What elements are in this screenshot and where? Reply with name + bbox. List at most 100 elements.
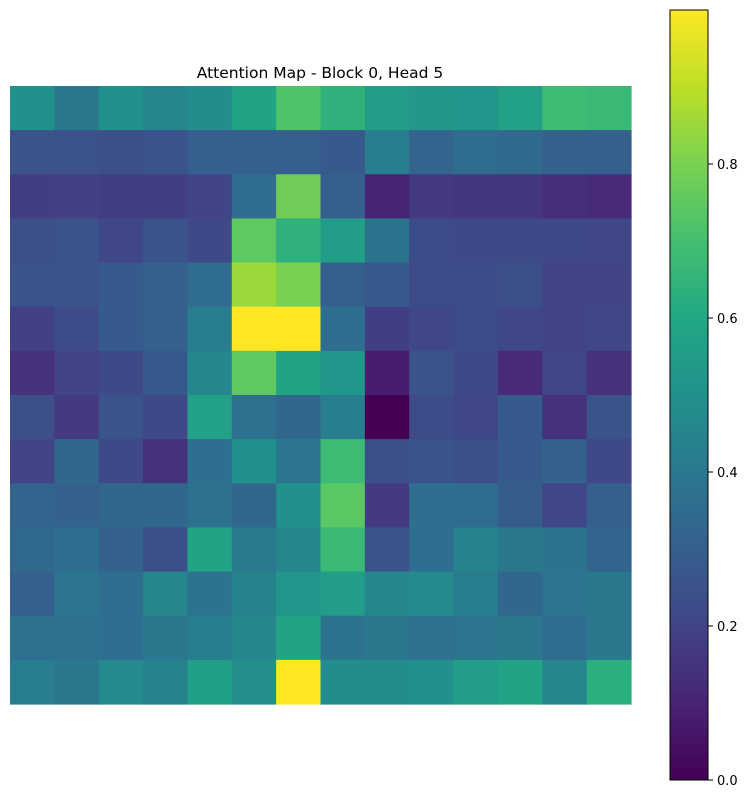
heatmap-cell-r13-c4 bbox=[187, 659, 233, 705]
heatmap-cell-r13-c6 bbox=[276, 659, 322, 705]
heatmap-cell-r4-c11 bbox=[497, 262, 543, 308]
heatmap-cell-r7-c8 bbox=[364, 395, 410, 440]
heatmap-cell-r9-c13 bbox=[586, 483, 632, 529]
heatmap-cell-r13-c5 bbox=[231, 659, 277, 705]
heatmap-cell-r0-c12 bbox=[542, 86, 588, 131]
heatmap-cell-r9-c8 bbox=[364, 483, 410, 529]
heatmap-cell-r13-c12 bbox=[542, 659, 588, 705]
heatmap-cell-r2-c7 bbox=[320, 174, 366, 220]
heatmap-cell-r13-c9 bbox=[409, 659, 455, 705]
heatmap-cell-r8-c13 bbox=[586, 439, 632, 484]
heatmap-cell-r7-c2 bbox=[98, 395, 144, 440]
heatmap-cell-r5-c7 bbox=[320, 306, 366, 352]
heatmap-cell-r11-c9 bbox=[409, 571, 455, 617]
heatmap-cell-r0-c11 bbox=[497, 86, 543, 131]
heatmap-cell-r12-c6 bbox=[276, 615, 322, 661]
heatmap-cell-r5-c3 bbox=[143, 306, 189, 352]
heatmap-cell-r2-c8 bbox=[364, 174, 410, 220]
heatmap-cell-r4-c7 bbox=[320, 262, 366, 308]
colorbar-tick-label: 0.4 bbox=[717, 466, 738, 481]
heatmap-cell-r11-c10 bbox=[453, 571, 499, 617]
colorbar: 0.0 0.2 0.4 0.6 0.8 bbox=[669, 9, 738, 789]
heatmap-cell-r2-c6 bbox=[276, 174, 322, 220]
heatmap-cell-r5-c10 bbox=[453, 306, 499, 352]
heatmap-cell-r0-c7 bbox=[320, 86, 366, 131]
heatmap-cell-r2-c1 bbox=[54, 174, 100, 220]
heatmap-cell-r11-c12 bbox=[542, 571, 588, 617]
heatmap-cell-r9-c7 bbox=[320, 483, 366, 529]
heatmap-cell-r13-c7 bbox=[320, 659, 366, 705]
heatmap-cell-r10-c12 bbox=[542, 527, 588, 573]
heatmap-cell-r13-c3 bbox=[143, 659, 189, 705]
heatmap-cell-r7-c12 bbox=[542, 395, 588, 440]
chart-title: Attention Map - Block 0, Head 5 bbox=[197, 64, 444, 82]
heatmap-cell-r0-c13 bbox=[586, 86, 632, 131]
heatmap-cell-r9-c0 bbox=[10, 483, 55, 529]
heatmap-cell-r4-c8 bbox=[364, 262, 410, 308]
heatmap-cell-r12-c13 bbox=[586, 615, 632, 661]
heatmap-cell-r2-c13 bbox=[586, 174, 632, 220]
heatmap-cell-r0-c9 bbox=[409, 86, 455, 131]
heatmap-cell-r11-c3 bbox=[143, 571, 189, 617]
heatmap-cell-r5-c0 bbox=[10, 306, 55, 352]
heatmap-cell-r6-c13 bbox=[586, 350, 632, 396]
heatmap-cell-r3-c12 bbox=[542, 218, 588, 264]
heatmap-cell-r10-c13 bbox=[586, 527, 632, 573]
heatmap-cell-r3-c7 bbox=[320, 218, 366, 264]
heatmap-cell-r1-c10 bbox=[453, 130, 499, 175]
heatmap-cell-r4-c13 bbox=[586, 262, 632, 308]
heatmap-cell-r1-c13 bbox=[586, 130, 632, 175]
heatmap-cell-r6-c8 bbox=[364, 350, 410, 396]
heatmap-cell-r6-c11 bbox=[497, 350, 543, 396]
heatmap-cell-r7-c9 bbox=[409, 395, 455, 440]
heatmap-cell-r11-c13 bbox=[586, 571, 632, 617]
heatmap-cell-r10-c10 bbox=[453, 527, 499, 573]
heatmap-cell-r11-c4 bbox=[187, 571, 233, 617]
heatmap-cell-r9-c5 bbox=[231, 483, 277, 529]
heatmap-cell-r10-c1 bbox=[54, 527, 100, 573]
heatmap-cell-r10-c7 bbox=[320, 527, 366, 573]
heatmap-cell-r9-c11 bbox=[497, 483, 543, 529]
heatmap-cell-r8-c9 bbox=[409, 439, 455, 484]
heatmap-cell-r6-c1 bbox=[54, 350, 100, 396]
heatmap-cell-r12-c12 bbox=[542, 615, 588, 661]
heatmap-cell-r0-c10 bbox=[453, 86, 499, 131]
heatmap-cell-r3-c9 bbox=[409, 218, 455, 264]
heatmap-cell-r0-c0 bbox=[10, 86, 55, 131]
heatmap-cell-r10-c5 bbox=[231, 527, 277, 573]
heatmap-cell-r6-c5 bbox=[231, 350, 277, 396]
heatmap-cell-r1-c1 bbox=[54, 130, 100, 175]
heatmap-cell-r1-c2 bbox=[98, 130, 144, 175]
heatmap-cell-r2-c3 bbox=[143, 174, 189, 220]
heatmap-cell-r4-c2 bbox=[98, 262, 144, 308]
heatmap-cell-r7-c5 bbox=[231, 395, 277, 440]
heatmap-cell-r8-c10 bbox=[453, 439, 499, 484]
heatmap-cell-r8-c2 bbox=[98, 439, 144, 484]
heatmap-cell-r4-c3 bbox=[143, 262, 189, 308]
heatmap-cell-r0-c3 bbox=[143, 86, 189, 131]
heatmap-cell-r1-c3 bbox=[143, 130, 189, 175]
heatmap-cell-r11-c1 bbox=[54, 571, 100, 617]
heatmap-cell-r2-c0 bbox=[10, 174, 55, 220]
heatmap-cell-r12-c3 bbox=[143, 615, 189, 661]
colorbar-tick-label: 0.6 bbox=[717, 312, 738, 327]
heatmap-cell-r5-c4 bbox=[187, 306, 233, 352]
heatmap-cell-r12-c10 bbox=[453, 615, 499, 661]
heatmap-cell-r1-c0 bbox=[10, 130, 55, 175]
heatmap-cell-r8-c8 bbox=[364, 439, 410, 484]
heatmap-cell-r10-c8 bbox=[364, 527, 410, 573]
heatmap-cell-r12-c7 bbox=[320, 615, 366, 661]
heatmap-cell-r4-c0 bbox=[10, 262, 55, 308]
heatmap-cell-r7-c6 bbox=[276, 395, 322, 440]
heatmap-cell-r9-c1 bbox=[54, 483, 100, 529]
heatmap-cell-r6-c6 bbox=[276, 350, 322, 396]
heatmap-cell-r1-c9 bbox=[409, 130, 455, 175]
heatmap-cell-r11-c2 bbox=[98, 571, 144, 617]
heatmap-cell-r7-c13 bbox=[586, 395, 632, 440]
heatmap-cell-r13-c13 bbox=[586, 659, 632, 705]
heatmap-cell-r12-c2 bbox=[98, 615, 144, 661]
heatmap-cell-r13-c11 bbox=[497, 659, 543, 705]
heatmap-cell-r11-c6 bbox=[276, 571, 322, 617]
heatmap-cell-r2-c5 bbox=[231, 174, 277, 220]
